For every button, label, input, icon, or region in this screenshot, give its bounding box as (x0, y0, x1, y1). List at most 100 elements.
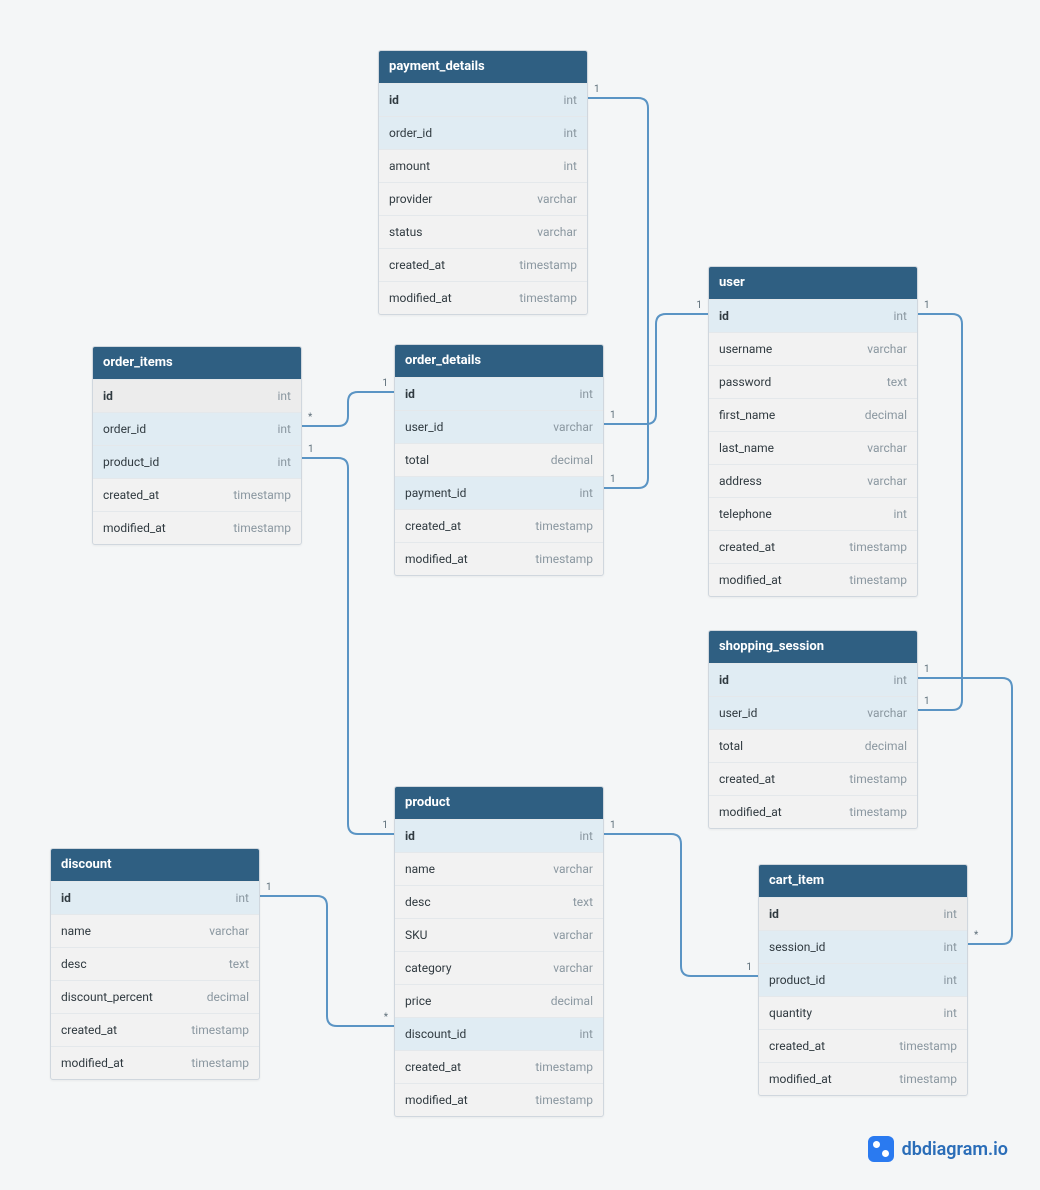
field-row[interactable]: session_idint (759, 930, 967, 963)
field-row[interactable]: modified_attimestamp (93, 511, 301, 544)
field-row[interactable]: last_namevarchar (709, 431, 917, 464)
field-row[interactable]: product_idint (759, 963, 967, 996)
field-name: order_id (389, 126, 432, 140)
field-row[interactable]: user_id varchar (709, 696, 917, 729)
svg-text:1: 1 (924, 300, 930, 311)
field-row[interactable]: idint (379, 83, 587, 116)
table-header[interactable]: discount (51, 849, 259, 881)
field-row[interactable]: product_idint (93, 445, 301, 478)
field-row[interactable]: idint (395, 819, 603, 852)
field-row[interactable]: modified_attimestamp (709, 563, 917, 596)
field-row[interactable]: namevarchar (51, 914, 259, 947)
field-row[interactable]: idint (709, 299, 917, 332)
field-row[interactable]: pricedecimal (395, 984, 603, 1017)
field-row[interactable]: created_attimestamp (93, 478, 301, 511)
field-row[interactable]: modified_attimestamp (51, 1046, 259, 1079)
table-product[interactable]: productidintnamevarchardesctextSKUvarcha… (394, 786, 604, 1117)
table-header[interactable]: cart_item (759, 865, 967, 897)
field-type: timestamp (191, 1023, 249, 1037)
field-name: id (405, 829, 415, 843)
field-row[interactable]: namevarchar (395, 852, 603, 885)
field-type: int (944, 907, 957, 921)
field-row[interactable]: desctext (51, 947, 259, 980)
field-row[interactable]: addressvarchar (709, 464, 917, 497)
field-name: user_id (719, 706, 757, 720)
svg-text:1: 1 (924, 664, 930, 675)
field-type: text (229, 957, 249, 971)
field-row[interactable]: created_attimestamp (759, 1029, 967, 1062)
table-header[interactable]: shopping_session (709, 631, 917, 663)
field-row[interactable]: modified_attimestamp (759, 1062, 967, 1095)
field-row[interactable]: modified_attimestamp (709, 795, 917, 828)
field-row[interactable]: idint (395, 377, 603, 410)
table-order_details[interactable]: order_detailsidintuser_idvarchartotaldec… (394, 344, 604, 576)
table-header[interactable]: product (395, 787, 603, 819)
field-name: total (405, 453, 429, 467)
table-payment_details[interactable]: payment_detailsidintorder_idintamountint… (378, 50, 588, 315)
field-row[interactable]: passwordtext (709, 365, 917, 398)
field-row[interactable]: providervarchar (379, 182, 587, 215)
table-header[interactable]: order_details (395, 345, 603, 377)
field-type: timestamp (849, 805, 907, 819)
table-order_items[interactable]: order_itemsidintorder_idintproduct_idint… (92, 346, 302, 545)
field-row[interactable]: payment_idint (395, 476, 603, 509)
field-row[interactable]: statusvarchar (379, 215, 587, 248)
diagram-canvas[interactable]: *11111111*11111* payment_detailsidintord… (0, 0, 1040, 1190)
field-row[interactable]: modified_attimestamp (395, 1083, 603, 1116)
field-row[interactable]: totaldecimal (709, 729, 917, 762)
field-row[interactable]: order_idint (93, 412, 301, 445)
relationship-edge (260, 896, 394, 1026)
field-row[interactable]: modified_attimestamp (395, 542, 603, 575)
table-header[interactable]: order_items (93, 347, 301, 379)
field-name: user_id (405, 420, 443, 434)
field-type: int (278, 455, 291, 469)
field-row[interactable]: amountint (379, 149, 587, 182)
field-row[interactable]: created_at timestamp (51, 1013, 259, 1046)
field-type: timestamp (233, 488, 291, 502)
field-name: username (719, 342, 772, 356)
field-row[interactable]: created_attimestamp (395, 509, 603, 542)
field-name: order_id (103, 422, 146, 436)
field-row[interactable]: discount_idint (395, 1017, 603, 1050)
field-type: int (580, 1027, 593, 1041)
field-row[interactable]: totaldecimal (395, 443, 603, 476)
field-type: int (894, 673, 907, 687)
field-row[interactable]: first_namedecimal (709, 398, 917, 431)
field-row[interactable]: order_idint (379, 116, 587, 149)
field-row[interactable]: created_attimestamp (709, 762, 917, 795)
field-name: modified_at (769, 1072, 832, 1086)
field-row[interactable]: idint (93, 379, 301, 412)
field-row[interactable]: idint (759, 897, 967, 930)
field-name: created_at (61, 1023, 117, 1037)
field-type: text (573, 895, 593, 909)
field-row[interactable]: desctext (395, 885, 603, 918)
field-name: SKU (405, 928, 427, 942)
field-row[interactable]: idint (51, 881, 259, 914)
field-type: varchar (867, 706, 907, 720)
field-name: discount_percent (61, 990, 153, 1004)
svg-text:*: * (384, 1012, 389, 1023)
relationship-edge (604, 834, 758, 976)
table-header[interactable]: payment_details (379, 51, 587, 83)
field-row[interactable]: telephoneint (709, 497, 917, 530)
field-row[interactable]: SKUvarchar (395, 918, 603, 951)
field-row[interactable]: categoryvarchar (395, 951, 603, 984)
table-discount[interactable]: discountidintnamevarchardesctextdiscount… (50, 848, 260, 1080)
field-row[interactable]: created_attimestamp (379, 248, 587, 281)
field-row[interactable]: modified_attimestamp (379, 281, 587, 314)
field-type: timestamp (849, 573, 907, 587)
field-row[interactable]: user_idvarchar (395, 410, 603, 443)
field-row[interactable]: quantityint (759, 996, 967, 1029)
table-user[interactable]: useridintusernamevarcharpasswordtextfirs… (708, 266, 918, 597)
table-shopping_session[interactable]: shopping_sessionidint user_id varchar total… (708, 630, 918, 829)
field-row[interactable]: discount_percentdecimal (51, 980, 259, 1013)
field-row[interactable]: usernamevarchar (709, 332, 917, 365)
share-icon (868, 1136, 894, 1162)
field-row[interactable]: created_attimestamp (709, 530, 917, 563)
table-cart_item[interactable]: cart_itemidintsession_idintproduct_idint… (758, 864, 968, 1096)
svg-text:1: 1 (266, 882, 272, 893)
field-row[interactable]: created_attimestamp (395, 1050, 603, 1083)
table-header[interactable]: user (709, 267, 917, 299)
field-row[interactable]: idint (709, 663, 917, 696)
field-type: varchar (537, 225, 577, 239)
